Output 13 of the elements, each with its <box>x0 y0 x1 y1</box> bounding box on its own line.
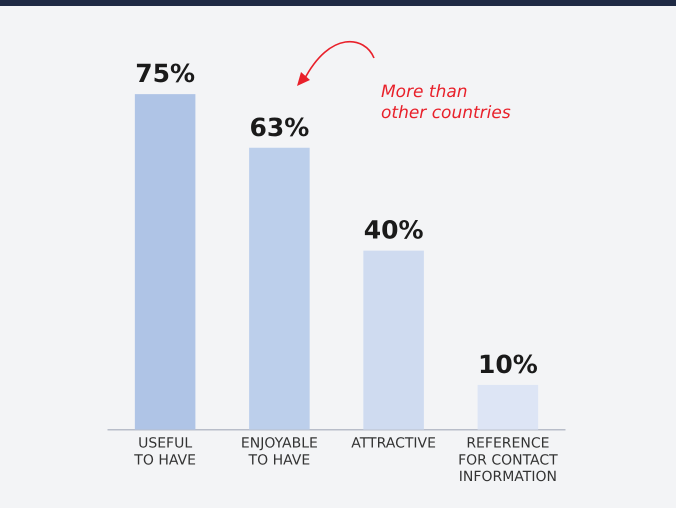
data-label: 75% <box>135 59 196 88</box>
x-tick-label: ATTRACTIVE <box>351 436 436 452</box>
bar <box>249 148 310 430</box>
x-tick-label: ENJOYABLE TO HAVE <box>240 436 318 468</box>
bar <box>134 94 196 430</box>
bar <box>363 250 424 430</box>
x-tick-label: REFERENCE FOR CONTACT INFORMATION <box>458 436 558 486</box>
data-label: 63% <box>249 112 310 142</box>
bar <box>478 384 538 430</box>
x-tick-label: USEFUL TO HAVE <box>133 436 196 468</box>
annotation: More than other countries <box>381 82 511 123</box>
data-label: 40% <box>364 216 424 245</box>
data-label: 10% <box>478 350 538 379</box>
